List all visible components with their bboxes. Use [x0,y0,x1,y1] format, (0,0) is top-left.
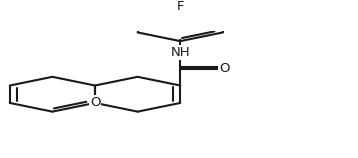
Text: O: O [90,96,100,109]
Text: F: F [176,0,184,13]
Text: O: O [219,62,230,76]
Text: NH: NH [170,46,190,59]
